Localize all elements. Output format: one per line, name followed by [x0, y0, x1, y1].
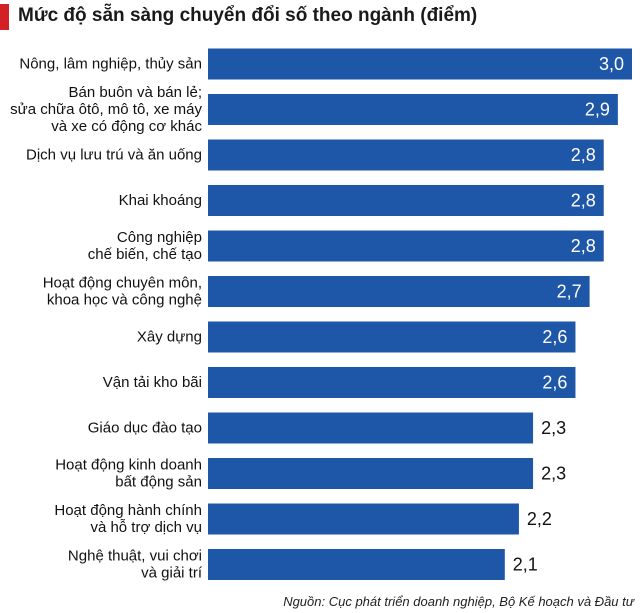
value-label-7: 2,6 — [542, 373, 567, 393]
value-label-10: 2,2 — [527, 509, 552, 529]
category-label-3: Khai khoáng — [119, 192, 202, 209]
value-label-0: 3,0 — [599, 54, 624, 74]
bar-0 — [208, 48, 632, 80]
value-label-1: 2,9 — [585, 100, 610, 120]
source-note: Nguồn: Cục phát triển doanh nghiệp, Bộ K… — [283, 594, 634, 609]
category-label-10: Hoạt động hành chính và hỗ trợ dịch vụ — [54, 502, 202, 536]
bar-9 — [208, 458, 534, 489]
bar-4 — [208, 230, 604, 262]
value-label-9: 2,3 — [541, 464, 566, 484]
bar-8 — [208, 412, 534, 444]
category-label-4: Công nghiệp chế biến, chế tạo — [88, 229, 202, 263]
value-label-2: 2,8 — [571, 145, 596, 165]
chart-title: Mức độ sẵn sàng chuyển đổi số theo ngành… — [18, 5, 478, 26]
bar-6 — [208, 321, 576, 353]
bar-7 — [208, 367, 576, 398]
category-label-11: Nghệ thuật, vui chơi và giải trí — [68, 548, 203, 582]
category-label-6: Xây dựng — [137, 329, 202, 346]
value-label-11: 2,1 — [513, 555, 538, 575]
bar-5 — [208, 276, 590, 307]
value-label-3: 2,8 — [571, 191, 596, 211]
bar-1 — [208, 94, 618, 125]
category-label-8: Giáo dục đào tạo — [88, 420, 202, 437]
chart-title-bar: Mức độ sẵn sàng chuyển đổi số theo ngành… — [0, 0, 640, 34]
value-label-5: 2,7 — [557, 282, 582, 302]
category-label-9: Hoạt động kinh doanh bất động sản — [55, 457, 202, 491]
value-label-4: 2,8 — [571, 236, 596, 256]
category-label-1: Bán buôn và bán lẻ; sửa chữa ôtô, mô tô, … — [10, 84, 202, 135]
category-label-2: Dịch vụ lưu trú và ăn uống — [26, 147, 202, 164]
value-label-8: 2,3 — [541, 418, 566, 438]
bar-3 — [208, 185, 604, 216]
category-label-5: Hoạt động chuyên môn, khoa học và công ng… — [43, 275, 202, 309]
bar-2 — [208, 139, 604, 171]
bar-11 — [208, 549, 505, 580]
category-label-0: Nông, lâm nghiệp, thủy sản — [19, 56, 202, 73]
bar-10 — [208, 503, 519, 535]
category-label-7: Vận tải kho bãi — [103, 374, 202, 391]
title-accent-bar — [0, 4, 9, 30]
value-label-6: 2,6 — [542, 327, 567, 347]
